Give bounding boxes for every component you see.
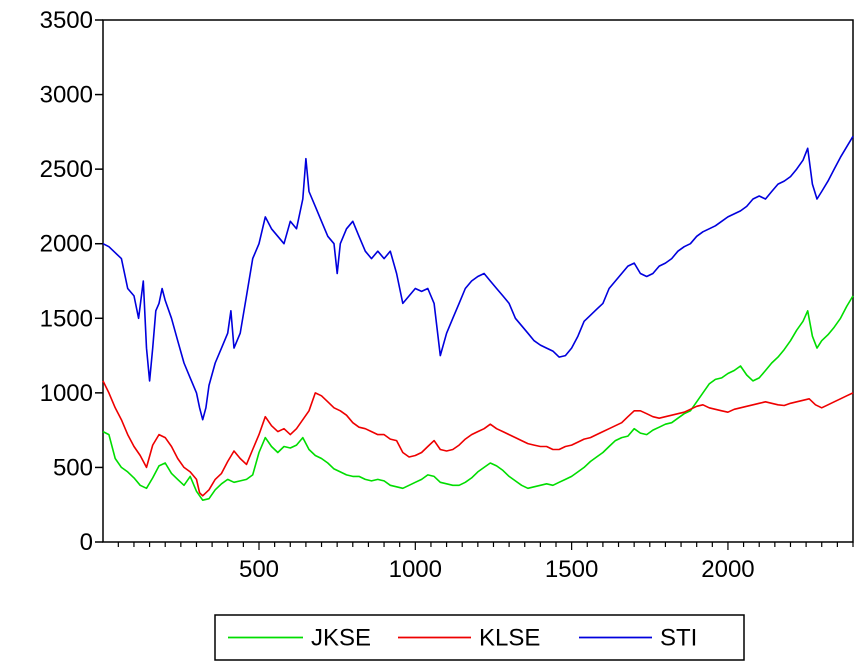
- y-tick-label: 0: [80, 529, 93, 556]
- y-tick-label: 500: [53, 454, 93, 481]
- x-axis: 500 1000 1500 2000: [117, 542, 854, 583]
- legend-label-jkse: JKSE: [311, 625, 371, 652]
- x-tick-label: 500: [239, 556, 279, 583]
- y-axis: 0 500 1000 1500 2000 2500 3000 3500: [40, 7, 103, 556]
- y-tick-label: 2500: [40, 156, 93, 183]
- x-tick-label: 1500: [545, 556, 598, 583]
- series-layer: [102, 135, 854, 501]
- legend-box: [214, 614, 745, 661]
- series-line-sti: [102, 135, 854, 421]
- series-line-klse: [102, 380, 854, 497]
- y-tick-label: 2000: [40, 231, 93, 258]
- x-tick-label: 2000: [701, 556, 754, 583]
- y-tick-label: 1000: [40, 380, 93, 407]
- plot-area-border: [102, 19, 854, 543]
- series-line-jkse: [102, 295, 854, 501]
- legend-label-klse: KLSE: [479, 625, 540, 652]
- legend-label-sti: STI: [660, 625, 697, 652]
- y-tick-label: 3000: [40, 82, 93, 109]
- plot-frame: [102, 19, 854, 543]
- y-tick-label: 3500: [40, 7, 93, 34]
- legend: JKSE KLSE STI: [214, 614, 745, 661]
- y-tick-label: 1500: [40, 305, 93, 332]
- x-tick-label: 1000: [389, 556, 442, 583]
